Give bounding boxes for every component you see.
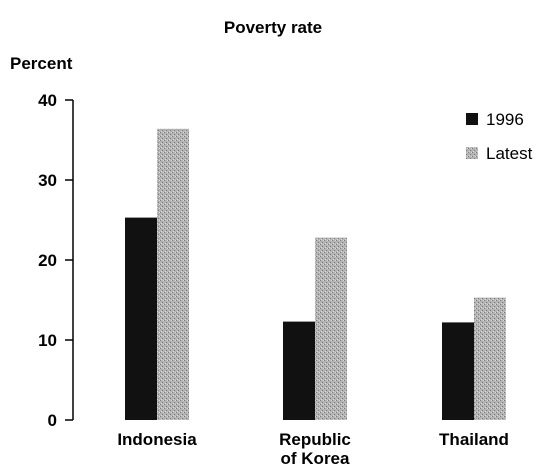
category-label-0-0: Indonesia: [117, 430, 197, 449]
chart-title: Poverty rate: [224, 18, 322, 37]
category-label-1-1: of Korea: [281, 449, 351, 468]
y-tick-label-0: 0: [48, 411, 57, 430]
bar-latest-1: [315, 237, 347, 420]
bar-latest-2: [474, 297, 506, 420]
bars: [125, 128, 506, 421]
legend-swatch-1: [466, 147, 478, 159]
y-tick-label-4: 40: [38, 91, 57, 110]
legend-label-1: Latest: [486, 144, 533, 163]
y-tick-label-1: 10: [38, 331, 57, 350]
bar-1996-0: [125, 217, 157, 420]
y-axis-ticks: 0 10 20 30 40: [38, 91, 73, 430]
legend: 1996 Latest: [466, 110, 533, 163]
y-axis-label: Percent: [10, 54, 73, 73]
legend-swatch-0: [466, 113, 478, 125]
bar-latest-0: [157, 128, 189, 421]
y-tick-label-2: 20: [38, 251, 57, 270]
bar-1996-2: [442, 322, 474, 420]
legend-label-0: 1996: [486, 110, 524, 129]
bar-1996-1: [283, 321, 315, 420]
y-tick-label-3: 30: [38, 171, 57, 190]
category-label-2-0: Thailand: [439, 430, 509, 449]
category-label-1-0: Republic: [279, 430, 351, 449]
